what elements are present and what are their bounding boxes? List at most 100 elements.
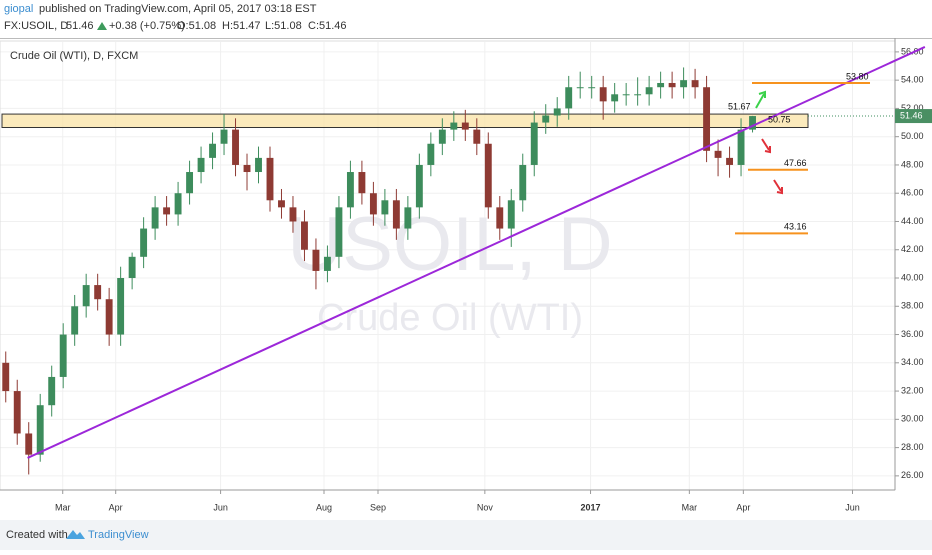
y-tick-label: 36.00 [901,329,924,339]
y-tick-label: 54.00 [901,75,924,85]
y-tick-label: 26.00 [901,470,924,480]
y-tick-label: 44.00 [901,216,924,226]
candle-body [197,157,205,173]
candle-body [186,172,194,194]
up-arrow [97,22,107,30]
x-tick-label: Mar [682,502,698,512]
header-border [0,38,932,39]
candle-body [369,193,377,215]
y-tick-label: 34.00 [901,357,924,367]
x-tick-label: Mar [55,502,71,512]
arrow-down [761,138,771,154]
candle-body [2,362,10,392]
candle-body [542,115,550,123]
candle-body [691,80,699,88]
high: H:51.47 [222,20,261,32]
candle-body [255,157,262,173]
candle-body [36,405,44,455]
level-label: 51.67 [728,101,751,111]
zone [1,113,809,129]
candle-body [438,129,446,144]
last-price-label: 51.46 [900,110,923,120]
candle-body [450,122,458,130]
candle-body [737,129,745,165]
candle-body [243,164,251,173]
candle-body [519,164,527,201]
trendline [27,46,926,459]
candle-body [703,87,711,151]
candle-body [105,299,113,335]
level-label: 47.66 [784,158,807,168]
x-tick-label: Apr [109,502,123,512]
user[interactable]: giopal [4,3,33,15]
x-tick-label: Sep [370,502,386,512]
candle-body [358,172,366,194]
change: +0.38 (+0.75%) [109,20,185,32]
candle-body [335,207,343,257]
candle-body [278,200,285,208]
open: O:51.08 [177,20,216,32]
y-tick-label: 56.00 [901,46,924,56]
candle-body [266,157,274,201]
x-tick-label: Aug [316,502,332,512]
candle-body [611,94,619,102]
candle-body [634,94,642,96]
x-tick-label: Nov [477,502,494,512]
x-tick-label: 2017 [581,502,601,512]
candle-body [622,94,630,96]
candle-body [128,256,136,279]
chart-title: Crude Oil (WTI), D, FXCM [10,50,138,62]
level-label: 53.80 [846,71,869,81]
candle-body [232,129,239,165]
candle-body [565,87,573,109]
y-tick-label: 46.00 [901,188,924,198]
candle-body [668,82,676,88]
published: published on TradingView.com, April 05, … [39,3,317,15]
last-price-box [895,109,932,124]
y-tick-label: 32.00 [901,385,924,395]
candle-body [174,193,182,215]
candle-body [82,285,90,307]
candle-body [714,150,722,158]
brand[interactable]: TradingView [88,529,149,541]
arrow-down [773,179,783,195]
candle-body [680,80,688,88]
candle-body [657,82,665,88]
candle-body [392,200,400,229]
candle-body [209,143,216,158]
candle-body [749,116,756,130]
candle-body [381,200,389,215]
created: Created with [6,529,68,541]
candle-body [645,87,653,95]
candle-body [576,87,584,89]
candle-body [473,129,481,144]
candle-body [726,157,734,165]
candle-body [415,164,423,208]
candle-body [301,221,308,250]
level-label: 50.75 [768,114,791,124]
y-tick-label: 42.00 [901,244,924,254]
candle-body [496,207,504,229]
logo [66,530,85,539]
candle-body [25,433,33,455]
y-tick-label: 28.00 [901,442,924,452]
candle-body [94,285,102,300]
candle-body [323,256,331,271]
candle-body [13,391,21,434]
y-tick-label: 52.00 [901,103,924,113]
candle-body [530,122,538,165]
y-tick-label: 48.00 [901,159,924,169]
arrow-up [755,90,766,109]
candle-body [507,200,515,229]
candle-body [59,334,67,377]
candle-body [427,143,435,165]
y-tick-label: 38.00 [901,301,924,311]
x-tick-label: Jun [213,502,228,512]
level-label: 43.16 [784,222,807,232]
x-tick-label: Apr [736,502,750,512]
x-tick-label: Jun [845,502,860,512]
